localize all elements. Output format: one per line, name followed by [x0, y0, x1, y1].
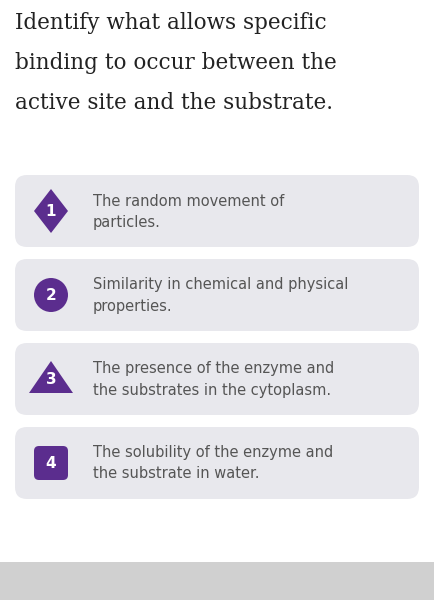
- Text: The random movement of: The random movement of: [93, 193, 284, 208]
- FancyBboxPatch shape: [15, 427, 419, 499]
- Text: Identify what allows specific: Identify what allows specific: [15, 12, 327, 34]
- FancyBboxPatch shape: [15, 343, 419, 415]
- Text: 2: 2: [46, 287, 56, 302]
- Text: binding to occur between the: binding to occur between the: [15, 52, 337, 74]
- Text: the substrate in water.: the substrate in water.: [93, 467, 260, 481]
- Text: active site and the substrate.: active site and the substrate.: [15, 92, 333, 114]
- FancyBboxPatch shape: [15, 175, 419, 247]
- Text: The solubility of the enzyme and: The solubility of the enzyme and: [93, 445, 333, 461]
- Text: 3: 3: [46, 371, 56, 386]
- Circle shape: [34, 278, 68, 312]
- FancyBboxPatch shape: [0, 562, 434, 600]
- FancyBboxPatch shape: [34, 446, 68, 480]
- FancyBboxPatch shape: [15, 259, 419, 331]
- Polygon shape: [34, 189, 68, 233]
- Text: 4: 4: [46, 455, 56, 470]
- Text: properties.: properties.: [93, 298, 173, 313]
- Text: 1: 1: [46, 203, 56, 218]
- Text: The presence of the enzyme and: The presence of the enzyme and: [93, 361, 334, 377]
- Polygon shape: [29, 361, 73, 393]
- Text: Similarity in chemical and physical: Similarity in chemical and physical: [93, 277, 349, 292]
- Text: the substrates in the cytoplasm.: the substrates in the cytoplasm.: [93, 383, 331, 397]
- Text: particles.: particles.: [93, 214, 161, 229]
